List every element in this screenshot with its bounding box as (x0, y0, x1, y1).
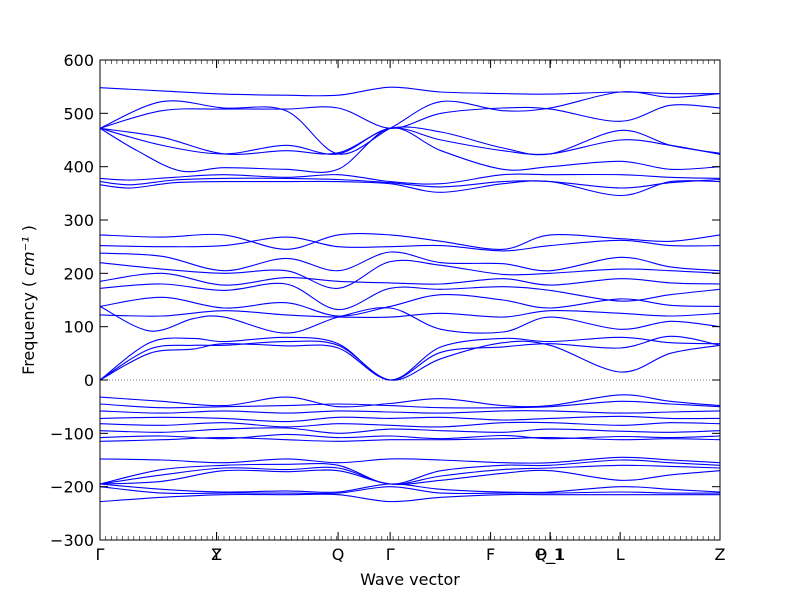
band-line-16 (99, 293, 721, 317)
phonon-bands (99, 86, 721, 503)
x-axis-ticks: Γ YZ Q Γ F P_1Q_1 L Z (96, 545, 726, 565)
band-line-29 (99, 437, 721, 442)
y-axis-label-unit: cm⁻¹ (19, 237, 38, 276)
band-line-34 (99, 483, 721, 494)
band-line-27 (99, 427, 721, 434)
band-line-22 (99, 394, 721, 408)
y-axis-label-text: Frequency (19, 292, 38, 375)
y-tick-label-1: −200 (50, 478, 94, 497)
y-axis-ticks: −300 −200 −100 0 100 200 300 400 500 600 (50, 51, 720, 550)
band-line-3 (99, 104, 721, 129)
band-line-11 (99, 236, 721, 252)
band-line-2 (99, 91, 721, 155)
band-line-25 (99, 415, 721, 423)
band-line-32 (99, 464, 721, 485)
y-tick-label-7: 400 (63, 158, 94, 177)
y-axis-label-close: ) (19, 225, 38, 231)
x-tick-label-0: Γ (96, 545, 105, 564)
band-line-10 (99, 233, 721, 250)
band-line-9 (99, 180, 721, 197)
band-line-30 (99, 456, 721, 464)
band-line-7 (99, 173, 721, 185)
x-tick-label-4: Γ (386, 545, 395, 564)
y-axis-label-open: ( (19, 281, 38, 287)
band-line-15 (99, 282, 721, 311)
x-minor-ticks (105, 60, 715, 540)
plot-frame (99, 59, 721, 541)
band-line-24 (99, 410, 721, 414)
band-line-28 (99, 433, 721, 440)
x-tick-label-5: F (486, 545, 495, 564)
band-line-14 (99, 272, 721, 286)
y-tick-label-3: 0 (84, 371, 94, 390)
x-tick-label-6: P_1 (536, 545, 564, 565)
band-line-4 (99, 126, 721, 156)
band-line-26 (99, 421, 721, 428)
y-tick-label-4: 100 (63, 318, 94, 337)
band-line-18 (99, 305, 721, 334)
y-tick-label-0: −300 (50, 531, 94, 550)
x-tick-label-3: Q (332, 545, 345, 564)
band-line-35 (99, 486, 721, 495)
band-line-23 (99, 400, 721, 409)
band-line-33 (99, 469, 721, 485)
y-tick-label-2: −100 (50, 424, 94, 443)
y-tick-label-9: 600 (63, 51, 94, 70)
band-line-5 (99, 127, 721, 155)
x-tick-label-1: Y (211, 545, 222, 564)
y-axis-label: Frequency ( cm⁻¹ ) (19, 225, 38, 375)
y-tick-label-6: 300 (63, 211, 94, 230)
band-line-31 (99, 459, 721, 485)
x-axis-label: Wave vector (360, 570, 460, 589)
band-line-21 (99, 335, 721, 381)
band-line-17 (99, 310, 721, 318)
band-line-36 (99, 493, 720, 503)
x-tick-label-9: Z (715, 545, 726, 564)
band-line-6 (99, 127, 721, 173)
x-tick-label-2: Z (211, 545, 222, 564)
band-line-12 (99, 251, 721, 272)
band-line-13 (99, 259, 721, 289)
x-tick-label-7: Q_1 (535, 545, 566, 565)
x-tick-label-8: L (616, 545, 625, 564)
y-tick-label-5: 200 (63, 264, 94, 283)
band-line-8 (99, 177, 721, 189)
y-tick-label-8: 500 (63, 104, 94, 123)
